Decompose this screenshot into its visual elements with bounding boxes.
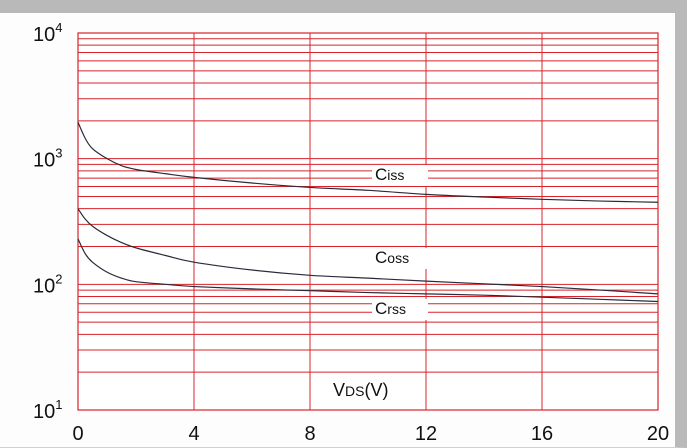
x-tick-label: 4	[188, 423, 199, 445]
y-tick-label: 101	[33, 397, 62, 423]
series-label-ciss: Ciss	[375, 165, 404, 184]
x-axis-label-bg	[330, 377, 402, 401]
x-tick-label: 0	[72, 423, 83, 445]
y-tick-label: 102	[33, 271, 62, 297]
series-label-bg	[372, 165, 428, 186]
plot-border	[77, 32, 659, 411]
x-axis-label: VDS(V)	[333, 380, 388, 400]
x-tick-label: 20	[647, 423, 669, 445]
y-tick-label: 104	[33, 20, 62, 46]
x-tick-label: 16	[531, 423, 553, 445]
series-label-coss: Coss	[375, 248, 409, 267]
series-line-coss	[77, 208, 659, 295]
x-tick-label: 8	[304, 423, 315, 445]
x-tick-label: 12	[415, 423, 437, 445]
series-line-crss	[77, 238, 659, 303]
y-tick-label: 103	[33, 146, 62, 172]
series-label-bg	[372, 248, 428, 269]
plot-area	[78, 33, 658, 410]
series-label-crss: Crss	[375, 299, 406, 318]
series-label-bg	[372, 299, 428, 320]
series-line-ciss	[77, 121, 659, 203]
